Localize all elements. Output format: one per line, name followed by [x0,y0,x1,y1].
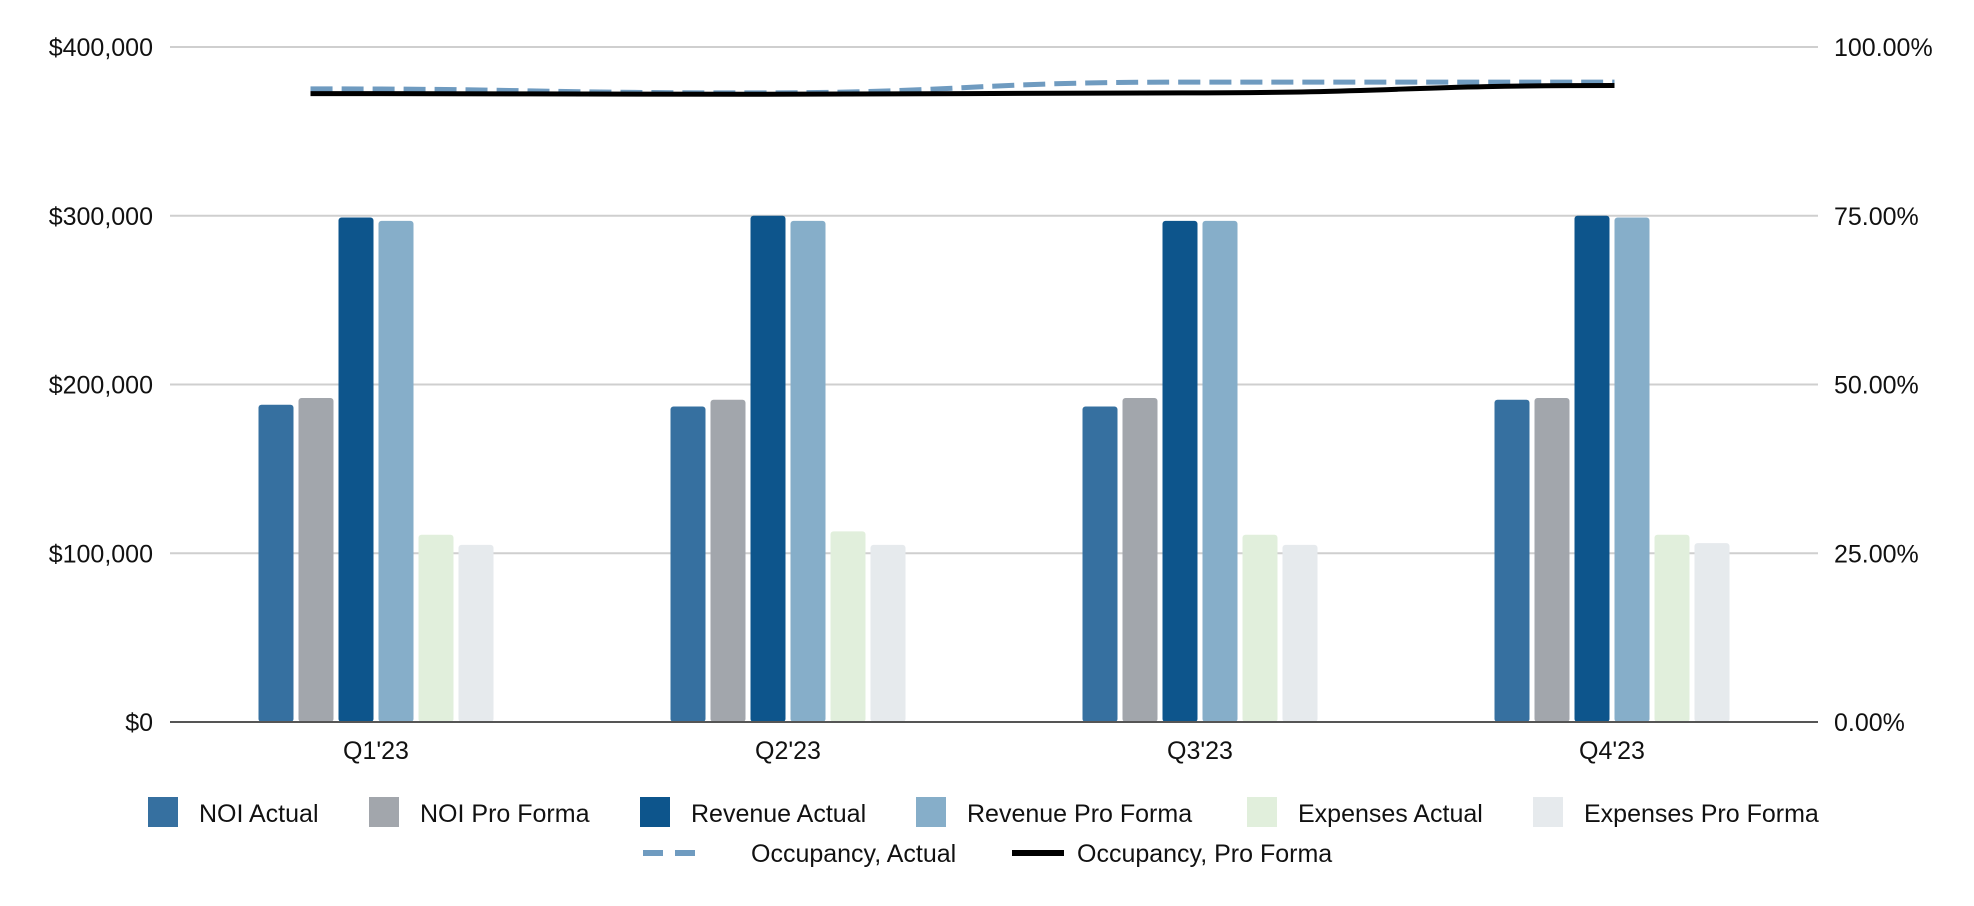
legend-label: Expenses Actual [1298,800,1483,828]
bar-revenue-actual [1162,220,1198,722]
bar-noi-actual [1082,406,1118,722]
bar-revenue-pro-forma [1202,220,1238,722]
lines [310,79,1615,97]
y2-tick-label: 75.00% [1834,203,1919,231]
bar-revenue-pro-forma [790,220,826,722]
bar-expenses-actual [1242,534,1278,722]
legend-swatch [916,797,946,827]
legend-label: Revenue Pro Forma [967,800,1192,828]
bar-revenue-actual [338,217,374,722]
bar-revenue-pro-forma [1614,217,1650,722]
bar-revenue-actual [750,215,786,722]
legend-item-expenses-actual: Expenses Actual [1247,797,1483,828]
bar-noi-actual [670,406,706,722]
legend-label: Expenses Pro Forma [1584,800,1819,828]
x-tick-label: Q4'23 [1579,737,1645,765]
legend-item-revenue-actual: Revenue Actual [640,797,866,828]
bar-noi-actual [1494,399,1530,722]
legend-swatch [640,797,670,827]
legend-item-occupancy-pro-forma: Occupancy, Pro Forma [1012,840,1332,868]
bar-noi-pro-forma [710,399,746,722]
y-tick-label: $100,000 [49,540,153,568]
bar-revenue-pro-forma [378,220,414,722]
legend-swatch [148,797,178,827]
legend-label: Revenue Actual [691,800,866,828]
bar-noi-pro-forma [298,398,334,722]
y2-tick-label: 25.00% [1834,540,1919,568]
gridlines [170,46,1818,555]
legend: NOI Actual NOI Pro Forma Revenue Actual Rev… [148,797,1819,868]
y-tick-label: $400,000 [49,34,153,62]
legend-swatch [1533,797,1563,827]
bar-noi-pro-forma [1534,398,1570,722]
bar-expenses-actual [830,531,866,722]
bar-expenses-actual [1654,534,1690,722]
bars [258,215,1730,722]
line-occupancy-pro-forma [310,82,1615,97]
y2-tick-label: 0.00% [1834,709,1905,737]
y2-tick-label: 50.00% [1834,372,1919,400]
y-tick-label: $200,000 [49,372,153,400]
bar-noi-pro-forma [1122,398,1158,722]
axes: $0 $100,000 $200,000 $300,000 $400,000 0.00% 2… [49,34,1933,765]
y-tick-label: $300,000 [49,203,153,231]
x-tick-label: Q3'23 [1167,737,1233,765]
bar-revenue-actual [1574,215,1610,722]
bar-expenses-actual [418,534,454,722]
legend-item-expenses-pro-forma: Expenses Pro Forma [1533,797,1819,828]
legend-swatch [1247,797,1277,827]
legend-label: Occupancy, Pro Forma [1077,840,1332,868]
bar-expenses-pro-forma [1282,544,1318,722]
legend-item-noi-pro-forma: NOI Pro Forma [369,797,590,828]
legend-item-noi-actual: NOI Actual [148,797,319,828]
x-tick-label: Q1'23 [343,737,409,765]
y2-tick-label: 100.00% [1834,34,1933,62]
y-tick-label: $0 [125,709,153,737]
bar-expenses-pro-forma [1694,543,1730,722]
bar-expenses-pro-forma [458,544,494,722]
legend-label: NOI Pro Forma [420,800,590,828]
legend-item-revenue-pro-forma: Revenue Pro Forma [916,797,1192,828]
legend-label: NOI Actual [199,800,319,828]
legend-item-occupancy-actual: Occupancy, Actual [643,840,956,868]
bar-expenses-pro-forma [870,544,906,722]
x-tick-label: Q2'23 [755,737,821,765]
line-occupancy-actual [310,79,1615,96]
legend-swatch [369,797,399,827]
bar-noi-actual [258,404,294,722]
legend-label: Occupancy, Actual [751,840,956,868]
